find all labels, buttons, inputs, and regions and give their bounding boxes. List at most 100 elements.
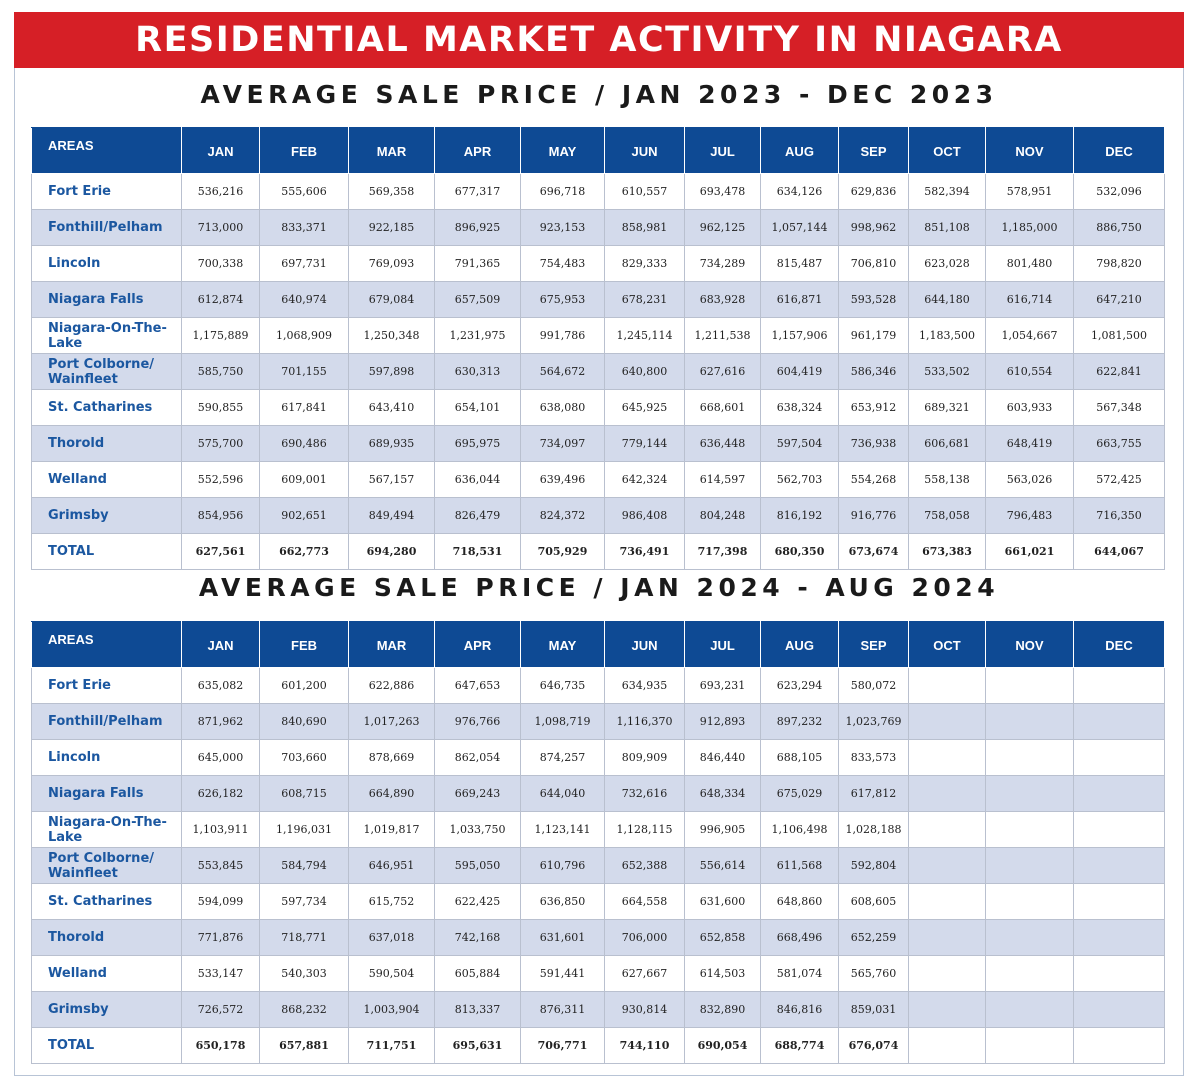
- price-cell: 565,760: [838, 955, 909, 992]
- price-cell: 638,324: [760, 389, 839, 426]
- price-cell: 580,072: [838, 667, 909, 704]
- price-cell: 623,028: [908, 245, 986, 282]
- price-cell: 606,681: [908, 425, 986, 462]
- table-row: Niagara Falls 626,182 608,715 664,890 669,24…: [31, 775, 1165, 812]
- price-cell: [1073, 775, 1165, 812]
- price-cell: 586,346: [838, 353, 909, 390]
- table-subtitle-2024: AVERAGE SALE PRICE / JAN 2024 - AUG 2024: [198, 573, 1000, 602]
- price-cell: 572,425: [1073, 461, 1165, 498]
- price-cell: 1,033,750: [434, 811, 521, 848]
- price-cell: 871,962: [181, 703, 260, 740]
- areas-header: AREAS: [31, 621, 182, 668]
- price-cell: 631,601: [520, 919, 605, 956]
- price-cell: 876,311: [520, 991, 605, 1028]
- price-cell: 556,614: [684, 847, 761, 884]
- price-cell: 636,850: [520, 883, 605, 920]
- price-cell: 601,200: [259, 667, 349, 704]
- price-cell: [908, 667, 986, 704]
- price-cell: 683,928: [684, 281, 761, 318]
- price-cell: [985, 919, 1074, 956]
- price-cell: 608,715: [259, 775, 349, 812]
- price-cell: 1,003,904: [348, 991, 435, 1028]
- price-cell: 668,601: [684, 389, 761, 426]
- price-cell: 648,860: [760, 883, 839, 920]
- price-cell: 1,023,769: [838, 703, 909, 740]
- header-row: AREAS JAN FEB MAR APR MAY JUN JUL AUG SEP OCT NOV DE…: [31, 621, 1165, 668]
- price-cell: 1,245,114: [604, 317, 685, 354]
- price-cell: 555,606: [259, 173, 349, 210]
- price-cell: 829,333: [604, 245, 685, 282]
- price-cell: 673,383: [908, 533, 986, 570]
- price-cell: 1,123,141: [520, 811, 605, 848]
- table-row: St. Catharines 590,855 617,841 643,410 654,1…: [31, 389, 1165, 426]
- price-cell: 585,750: [181, 353, 260, 390]
- area-label: St. Catharines: [31, 389, 182, 426]
- price-cell: 636,448: [684, 425, 761, 462]
- price-cell: 832,890: [684, 991, 761, 1028]
- month-header: NOV: [985, 621, 1074, 668]
- area-label: TOTAL: [31, 533, 182, 570]
- price-cell: 634,935: [604, 667, 685, 704]
- month-header: JUN: [604, 127, 685, 174]
- price-cell: 622,886: [348, 667, 435, 704]
- price-cell: [1073, 1027, 1165, 1064]
- price-cell: 654,101: [434, 389, 521, 426]
- price-cell: 611,568: [760, 847, 839, 884]
- header-row: AREAS JAN FEB MAR APR MAY JUN JUL AUG SEP OCT NOV DE…: [31, 127, 1165, 174]
- price-cell: 986,408: [604, 497, 685, 534]
- month-header: JAN: [181, 127, 260, 174]
- price-cell: 591,441: [520, 955, 605, 992]
- month-header: NOV: [985, 127, 1074, 174]
- price-cell: 562,703: [760, 461, 839, 498]
- table-row: Thorold 771,876 718,771 637,018 742,168 631,6…: [31, 919, 1165, 956]
- price-cell: 791,365: [434, 245, 521, 282]
- price-cell: [985, 775, 1074, 812]
- price-cell: 664,890: [348, 775, 435, 812]
- price-table-2024: AREAS JAN FEB MAR APR MAY JUN JUL AUG SEP OCT NOV DE…: [31, 621, 1165, 1064]
- price-cell: 690,486: [259, 425, 349, 462]
- price-cell: 630,313: [434, 353, 521, 390]
- price-cell: 849,494: [348, 497, 435, 534]
- price-cell: [1073, 991, 1165, 1028]
- price-cell: 637,018: [348, 919, 435, 956]
- price-cell: 664,558: [604, 883, 685, 920]
- area-label: Lincoln: [31, 739, 182, 776]
- month-header: APR: [434, 127, 521, 174]
- price-cell: 1,157,906: [760, 317, 839, 354]
- price-cell: 1,017,263: [348, 703, 435, 740]
- price-cell: 610,554: [985, 353, 1074, 390]
- price-cell: 652,858: [684, 919, 761, 956]
- price-cell: 676,074: [838, 1027, 909, 1064]
- price-cell: 1,231,975: [434, 317, 521, 354]
- price-cell: 639,496: [520, 461, 605, 498]
- area-label: Fort Erie: [31, 173, 182, 210]
- price-cell: 648,334: [684, 775, 761, 812]
- price-cell: 813,337: [434, 991, 521, 1028]
- price-cell: 695,631: [434, 1027, 521, 1064]
- price-cell: 874,257: [520, 739, 605, 776]
- price-cell: 736,938: [838, 425, 909, 462]
- area-label: Thorold: [31, 919, 182, 956]
- price-cell: [1073, 955, 1165, 992]
- price-cell: [985, 739, 1074, 776]
- price-cell: 636,044: [434, 461, 521, 498]
- price-cell: [908, 991, 986, 1028]
- total-row: TOTAL 650,178 657,881 711,751 695,631 706,771…: [31, 1027, 1165, 1064]
- price-cell: 567,157: [348, 461, 435, 498]
- month-header: APR: [434, 621, 521, 668]
- table-row: Lincoln 700,338 697,731 769,093 791,365 754,4…: [31, 245, 1165, 282]
- area-label: Port Colborne/ Wainfleet: [31, 847, 182, 884]
- price-cell: [1073, 667, 1165, 704]
- price-cell: 771,876: [181, 919, 260, 956]
- price-cell: 1,128,115: [604, 811, 685, 848]
- price-cell: 976,766: [434, 703, 521, 740]
- price-cell: 650,178: [181, 1027, 260, 1064]
- price-cell: 1,250,348: [348, 317, 435, 354]
- price-cell: 680,350: [760, 533, 839, 570]
- price-cell: 640,974: [259, 281, 349, 318]
- price-cell: 1,028,188: [838, 811, 909, 848]
- price-cell: [908, 919, 986, 956]
- price-cell: 846,440: [684, 739, 761, 776]
- price-cell: 563,026: [985, 461, 1074, 498]
- price-cell: 627,561: [181, 533, 260, 570]
